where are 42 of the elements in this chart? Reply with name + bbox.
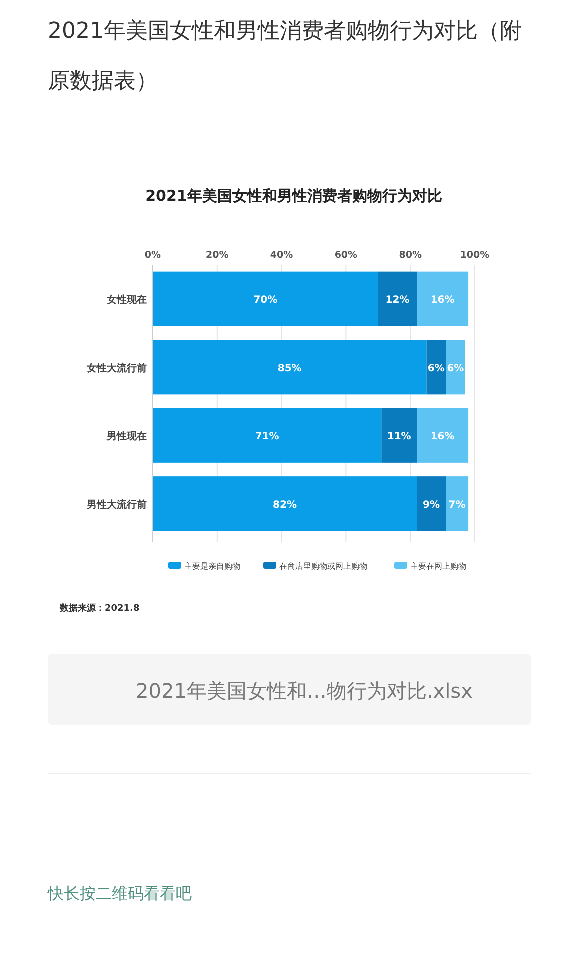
bar [426, 340, 446, 395]
text: 11% [387, 432, 412, 443]
x-tick-label: 20% [206, 250, 230, 261]
bar [417, 272, 469, 326]
bar [153, 408, 382, 463]
chart-title: 2021年美国女性和男性消费者购物行为对比（附原数据表） [48, 19, 522, 94]
bar [153, 340, 427, 395]
text: 2021年美国女性和…物行为对比.xlsx [136, 679, 474, 703]
legend-label: 主要在网上购物 [410, 562, 466, 571]
bar [446, 476, 469, 532]
chart-subtitle: 2021年美国女性和男性消费者购物行为对比 [146, 187, 442, 205]
text: 6% [428, 363, 445, 374]
bar [382, 408, 418, 463]
source-note: 数据来源：2021.8 [59, 603, 140, 614]
bar [153, 476, 418, 532]
x-tick-label: 80% [399, 250, 422, 261]
y-tick-label: 男性大流行前 [86, 498, 147, 511]
text: 70% [254, 295, 278, 306]
text: 12% [386, 295, 410, 306]
text: 85% [278, 363, 302, 374]
legend-label: 在商店里购物或网上购物 [280, 562, 368, 571]
bar [417, 408, 469, 463]
text: 16% [430, 295, 455, 306]
bar [446, 340, 466, 395]
bar [153, 272, 378, 326]
legend-label: 主要是亲自购物 [184, 562, 240, 571]
x-tick-label: 40% [270, 250, 294, 261]
x-tick-label: 0% [144, 250, 162, 261]
text: 7% [448, 500, 466, 511]
text: 6% [447, 363, 464, 374]
text: 9% [423, 500, 440, 511]
text: 82% [273, 500, 297, 511]
x-tick-label: 60% [334, 250, 358, 261]
x-tick-label: 100% [460, 250, 490, 261]
y-tick-label: 男性现在 [106, 430, 147, 443]
y-tick-label: 女性现在 [106, 294, 147, 306]
y-tick-label: 女性大流行前 [86, 362, 147, 374]
text: 71% [255, 432, 280, 443]
bar [417, 476, 446, 532]
text: 16% [430, 432, 455, 443]
bar [378, 272, 418, 326]
text: 快长按二维码看看吧 [47, 884, 192, 903]
